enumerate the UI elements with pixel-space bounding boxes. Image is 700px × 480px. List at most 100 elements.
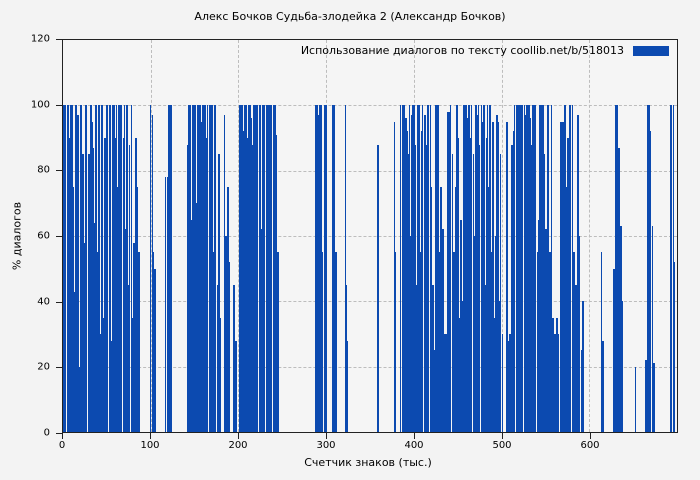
grid-line-vertical [589,40,591,432]
y-tick-label: 80 [37,164,50,176]
y-tick-label: 0 [43,427,50,439]
dialog-bar [253,105,255,432]
x-tick-mark [590,433,591,439]
x-tick-mark [238,433,239,439]
dialog-bar [206,105,209,432]
y-tick-mark [56,236,62,237]
dialog-bar [74,291,76,432]
grid-line-vertical [238,40,240,432]
y-tick-label: 120 [30,33,50,45]
dialog-bar [536,252,539,432]
dialog-bar [205,138,208,432]
dialog-bar [455,105,458,432]
dialog-bar [447,111,449,432]
dialog-bar [170,105,172,432]
dialog-bar [649,131,652,432]
dialog-bar [98,334,101,432]
dialog-bar [534,170,537,432]
dialog-bar [483,105,485,432]
dialog-bar [518,105,520,432]
dialog-bar [469,138,472,432]
dialog-bar [345,285,348,432]
dialog-bar [427,105,429,432]
dialog-bar [136,187,139,432]
dialog-bar [133,242,135,432]
dialog-bar [616,105,619,432]
dialog-bar [270,105,272,432]
x-tick-label: 300 [316,440,336,451]
dialog-bar [418,105,420,432]
dialog-bar [563,105,566,432]
dialog-bar [571,105,574,432]
dialog-bar [250,118,253,432]
dialog-bar [407,154,410,432]
dialog-bar [316,105,319,432]
dialog-bar [455,187,457,432]
dialog-bar [198,105,201,432]
x-tick-label: 600 [580,440,600,451]
dialog-bar [130,105,133,432]
dialog-bar [460,219,462,432]
dialog-bar [619,226,622,432]
dialog-bar [166,177,169,432]
y-tick-mark [56,367,62,369]
dialog-bar [188,105,191,432]
dialog-bar [70,105,72,432]
dialog-bar [477,105,480,432]
dialog-bar [203,105,205,432]
dialog-bar [262,105,264,432]
dialog-bar [499,154,502,432]
dialog-bar [197,105,199,432]
dialog-bar [88,154,91,432]
dialog-bar [200,121,203,432]
dialog-bar [211,105,213,432]
dialog-bar [259,105,262,432]
dialog-bar [507,340,510,432]
dialog-bar [550,105,553,432]
dialog-bar [212,252,214,432]
dialog-bar [77,115,79,432]
dialog-bar [96,252,98,432]
dialog-bar [64,105,67,432]
dialog-bar [241,131,244,432]
dialog-bar [154,268,156,432]
dialog-bar [80,105,83,432]
dialog-bar [66,242,69,432]
y-tick-label: 100 [30,99,50,111]
chart-title: Алекс Бочков Судьба-злодейка 2 (Александ… [194,10,506,23]
dialog-bar [567,138,569,432]
dialog-bar [541,105,543,432]
dialog-bar [223,115,226,432]
dialog-bar [497,121,499,432]
dialog-bar [317,115,319,432]
dialog-bar [103,317,105,432]
dialog-bar [321,252,324,432]
dialog-bar [333,105,335,432]
dialog-bar [432,285,434,432]
y-tick-labels: 0 20 40 60 80 100 120 [0,34,56,439]
dialog-bar [496,115,498,432]
dialog-bar [555,317,558,432]
dialog-bar [673,262,676,432]
y-tick-marks [56,39,62,434]
dialog-bar [548,252,551,432]
dialog-bar [449,105,452,432]
dialog-bar [416,285,419,432]
dialog-bar [334,252,337,432]
dialog-bar [670,105,673,432]
dialog-bar [122,138,125,432]
dialog-bar [580,350,583,432]
dialog-bar [399,105,402,432]
dialog-bar [672,105,675,432]
grid-line-horizontal [63,105,677,107]
dialog-bar [131,317,133,432]
dialog-bar [100,105,103,432]
dialog-bar [233,285,235,432]
dialog-bar [91,121,93,432]
dialog-bar [424,115,426,432]
dialog-bar [93,222,96,432]
dialog-bar [511,144,513,432]
dialog-bar [429,105,432,432]
dialog-bar [186,144,189,432]
dialog-bar [218,154,220,432]
